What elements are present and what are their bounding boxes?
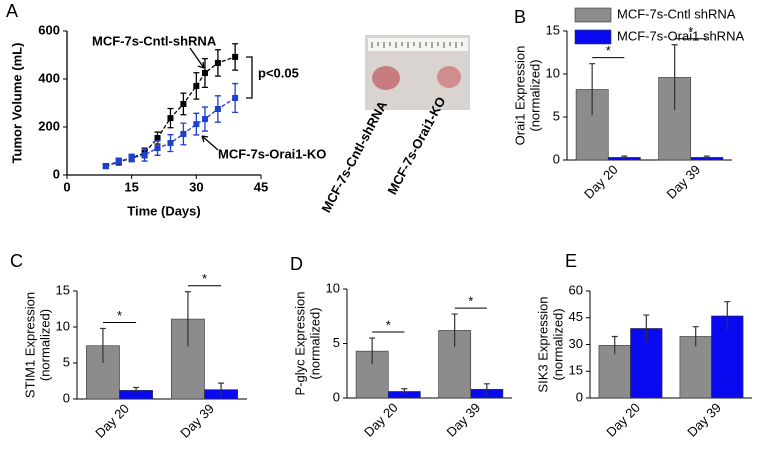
data-point [214,106,221,112]
y-tick-label: 5 [553,108,560,123]
y-tick-label: 15 [569,363,583,378]
x-tick-label: Day 39 [177,401,217,441]
panel-label: C [10,251,23,271]
error-bar [451,313,458,347]
y-tick-label: 15 [56,282,70,297]
annotation: p<0.05 [258,65,299,80]
x-tick-label: Day 20 [603,400,643,440]
error-bar [218,382,225,397]
data-point [214,59,221,66]
legend-label: MCF-7s-Orai1 shRNA [617,28,744,43]
data-point [232,94,239,101]
significance-label: * [688,24,693,39]
data-point [167,115,174,122]
y-tick-label: 200 [38,118,60,133]
y-tick-label: 10 [546,65,560,80]
error-bar [643,314,650,342]
error-bar [99,327,106,363]
data-point [102,163,109,170]
data-point [141,152,148,159]
x-tick-label: 0 [63,179,70,194]
panel-label: E [565,251,577,271]
error-bar [692,326,699,347]
error-bar [401,388,408,395]
y-tick-label: 5 [63,354,70,369]
significance-label: * [117,308,122,323]
y-tick-label: 0 [576,389,583,404]
x-tick-label: 15 [124,179,138,194]
y-axis-label: (normalized) [527,59,542,131]
error-bar [483,383,490,395]
x-tick-label: 30 [189,179,203,194]
bar [679,336,712,399]
y-tick-label: 60 [569,282,583,297]
error-bar [724,301,731,331]
data-point [154,135,161,142]
data-point [167,140,174,147]
x-tick-label: Day 39 [664,162,704,202]
y-axis-label: Orai1 Expression [512,46,527,146]
data-point [128,154,135,161]
y-tick-label: 10 [56,318,70,333]
error-bar [703,155,710,159]
y-axis-label: STIM1 Expression [22,292,37,398]
y-axis-label: SIK3 Expression [535,296,550,392]
y-tick-label: 0 [333,389,340,404]
legend-swatch [574,29,612,45]
significance-label: * [386,317,391,332]
error-bar [589,63,596,116]
panel-label: B [514,7,526,27]
error-bar [369,337,376,365]
x-tick-label: Day 39 [684,400,724,440]
data-point [201,116,208,123]
error-bar [184,291,191,347]
data-point [201,70,208,76]
y-axis-label: Tumor Volume (mL) [9,43,24,164]
y-tick-label: 0 [553,151,560,166]
series-label: MCF-7s-Orai1-KO [218,146,326,161]
x-axis-label: Time (Days) [127,203,200,218]
y-tick-label: 0 [63,390,70,405]
y-tick-label: 10 [326,280,340,295]
error-bar [621,155,628,159]
x-tick-label: Day 20 [581,162,621,202]
error-bar [133,386,140,394]
data-point [180,100,187,107]
significance-label: * [468,294,473,309]
error-bar [611,335,618,355]
error-bar [671,44,678,111]
x-tick-label: Day 39 [444,400,484,440]
y-axis-label: (normalized) [37,309,52,381]
data-point [232,53,239,60]
legend-swatch [574,7,612,23]
x-tick-label: 45 [254,179,268,194]
significance-label: * [202,271,207,286]
panel-label: D [290,254,303,274]
legend-label: MCF-7s-Cntl shRNA [617,6,736,21]
data-point [115,158,122,165]
y-tick-label: 400 [38,70,60,85]
data-point [193,121,200,128]
y-tick-label: 15 [546,22,560,37]
y-tick-label: 0 [53,166,60,181]
y-axis-label: P-glyc Expression [292,291,307,395]
series-label: MCF-7s-Cntl-shRNA [92,33,217,48]
x-tick-label: Day 20 [361,400,401,440]
tumor-photo [365,35,470,110]
panel-label: A [6,1,18,21]
data-point [193,82,200,89]
y-axis-label: (normalized) [307,307,322,379]
y-tick-label: 45 [569,309,583,324]
data-point [154,145,161,152]
annotation-arrows [189,47,253,151]
image-label: MCF-7s-Cntl-shRNA [318,98,390,215]
x-tick-label: Day 20 [92,401,132,441]
y-tick-label: 600 [38,22,60,37]
significance-label: * [606,43,611,58]
data-point [180,130,187,137]
y-tick-label: 5 [333,335,340,350]
y-tick-label: 30 [569,336,583,351]
y-axis-label: (normalized) [550,308,565,380]
